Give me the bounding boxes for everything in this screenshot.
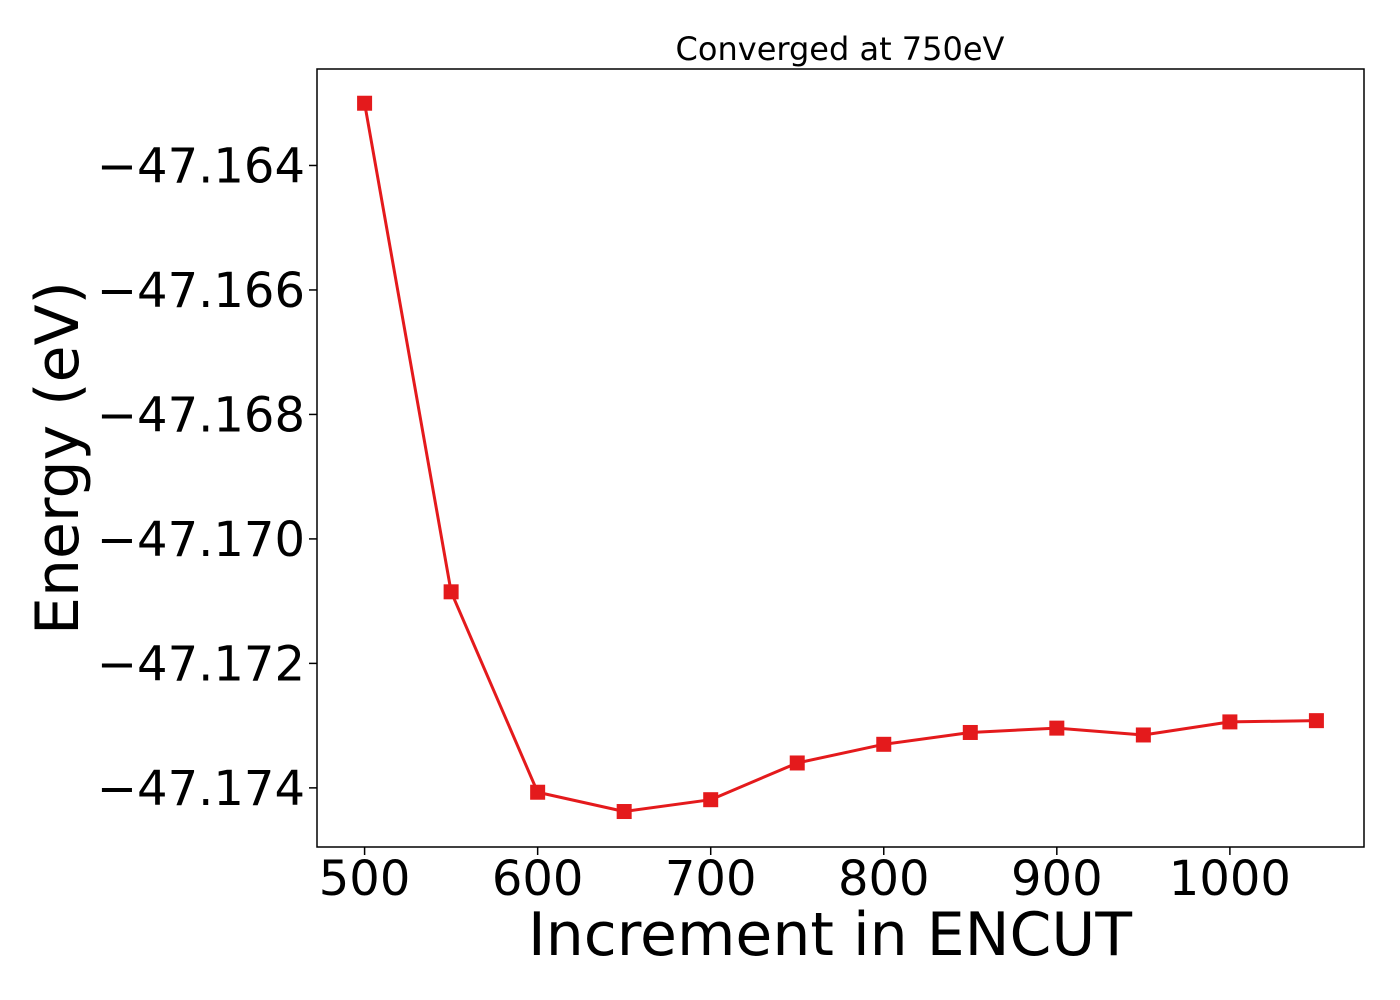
x-tick-label: 1000 [1169,851,1291,907]
y-tick-label: −47.174 [97,761,305,817]
x-tick-label: 800 [838,851,930,907]
series-group [357,95,1324,820]
data-point-marker [876,736,892,752]
y-tick-label: −47.164 [97,138,305,194]
x-axis-ticks: 500 600 700 800 900 1000 [319,847,1291,907]
plot-area-frame [316,68,1365,848]
data-point-marker [789,755,805,771]
data-point-marker [1049,720,1065,736]
x-tick-label: 500 [319,851,411,907]
data-point-marker [443,584,459,600]
data-point-marker [530,784,546,800]
y-tick-label: −47.172 [97,636,305,692]
data-point-marker [962,724,978,740]
x-axis-label: Increment in ENCUT [528,900,1132,970]
data-point-marker [616,804,632,820]
x-tick-label: 700 [665,851,757,907]
data-point-marker [357,95,373,111]
data-point-marker [703,792,719,808]
chart-title: Converged at 750eV [676,30,1005,68]
y-tick-label: −47.168 [97,387,305,443]
x-tick-label: 900 [1011,851,1103,907]
y-axis-label: Energy (eV) [23,281,93,635]
series-line [363,102,1317,814]
x-tick-label: 600 [492,851,584,907]
data-point-marker [1222,714,1238,730]
data-point-marker [1308,713,1324,729]
data-point-marker [1135,727,1151,743]
y-tick-label: −47.166 [97,263,305,319]
y-tick-label: −47.170 [97,512,305,568]
y-axis-ticks: −47.164 −47.166 −47.168 −47.170 −47.172 −47.1… [97,138,317,817]
